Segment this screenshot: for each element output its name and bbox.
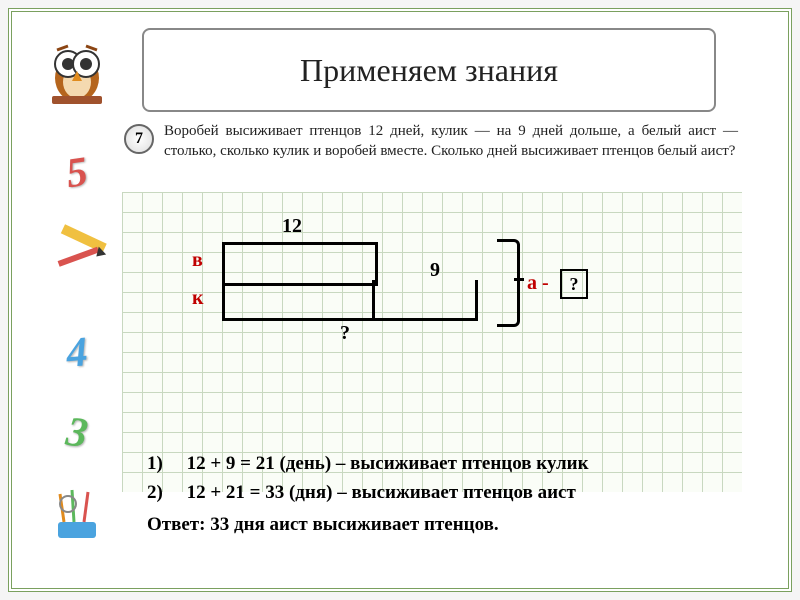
- problem-text: Воробей высиживает птенцов 12 дней, кули…: [164, 122, 738, 161]
- label-a: а -: [527, 272, 549, 295]
- digit-4-icon: 4: [43, 319, 110, 386]
- title-panel: Применяем знания: [142, 28, 716, 112]
- answer-line: Ответ: 33 дня аист высиживает птенцов.: [147, 511, 589, 540]
- supplies-icon: [46, 482, 108, 544]
- digit-3-icon: 3: [42, 398, 112, 468]
- brace-icon: [497, 239, 520, 327]
- step-num-1: 1): [147, 453, 163, 474]
- label-question-below: ?: [340, 322, 350, 345]
- label-k: к: [192, 287, 204, 310]
- step-expr-2: 12 + 21 = 33 (дня) – высиживает птенцов …: [187, 482, 576, 503]
- label-12: 12: [282, 215, 302, 238]
- step-num-2: 2): [147, 482, 163, 503]
- label-v: в: [192, 249, 203, 272]
- problem-block: 7 Воробей высиживает птенцов 12 дней, ку…: [124, 122, 738, 161]
- digit-5-icon: 5: [42, 138, 112, 208]
- solution-block: 1) 12 + 9 = 21 (день) – высиживает птенц…: [147, 450, 589, 540]
- bar-kulik: [222, 280, 478, 321]
- slide-frame: 5 4 3 Применяем знания 7 Воробей высижив…: [8, 8, 792, 592]
- label-9: 9: [430, 259, 440, 282]
- bar-kulik-divider: [372, 280, 375, 318]
- page-title: Применяем знания: [300, 52, 558, 89]
- owl-icon: [42, 36, 112, 106]
- step-expr-1: 12 + 9 = 21 (день) – высиживает птенцов …: [187, 453, 589, 474]
- problem-number-badge: 7: [124, 124, 154, 154]
- solution-line-1: 1) 12 + 9 = 21 (день) – высиживает птенц…: [147, 450, 589, 479]
- slide-inner: 5 4 3 Применяем знания 7 Воробей высижив…: [22, 22, 778, 578]
- brace-tip: [514, 278, 524, 281]
- solution-line-2: 2) 12 + 21 = 33 (дня) – высиживает птенц…: [147, 479, 589, 508]
- bar-diagram: в к 12 9 ? а - ?: [162, 217, 642, 407]
- answer-box: ?: [560, 269, 588, 299]
- pencil-ruler-icon: [46, 222, 108, 284]
